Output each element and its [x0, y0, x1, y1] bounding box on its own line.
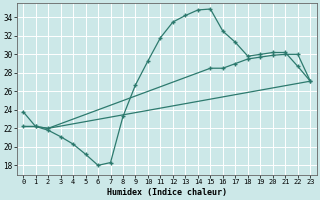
X-axis label: Humidex (Indice chaleur): Humidex (Indice chaleur) — [107, 188, 227, 197]
